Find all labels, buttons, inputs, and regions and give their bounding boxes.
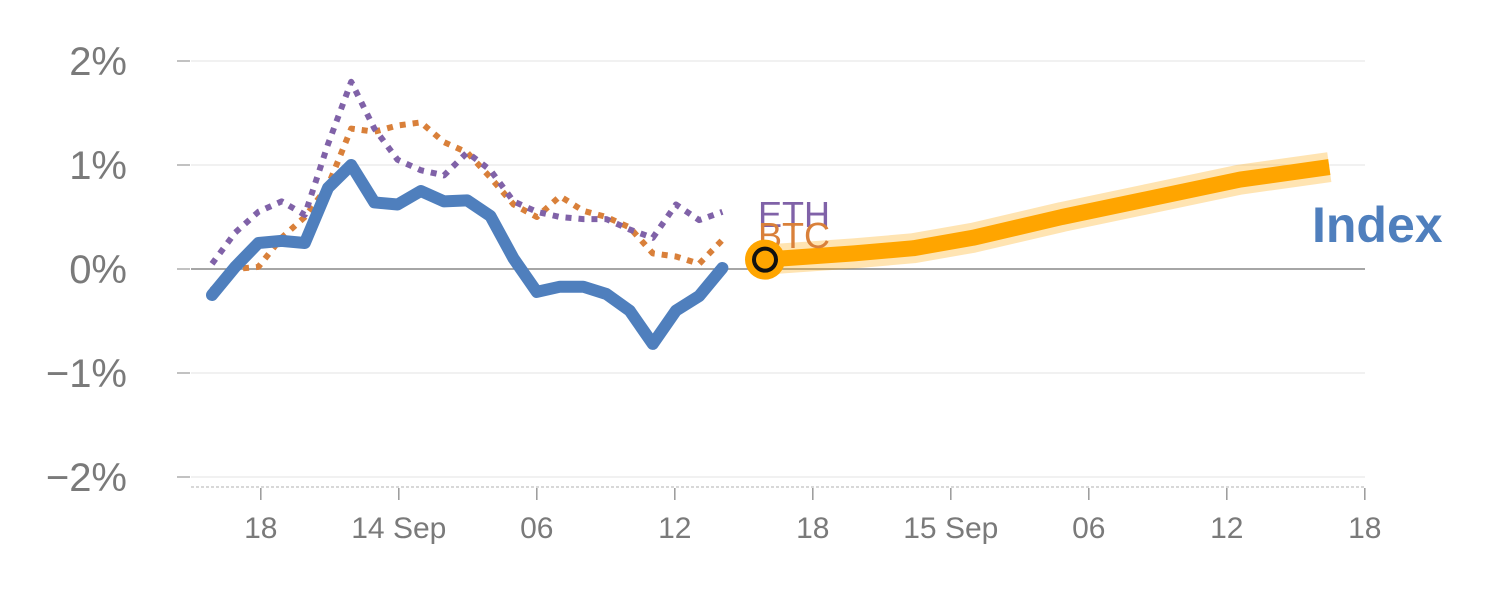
x-tick-label: 06 [520,512,553,545]
y-tick-label: 1% [69,144,127,188]
y-axis: 2% 1% 0% −1% −2% [46,40,190,500]
y-tick-label: −2% [46,456,127,500]
x-tick-label: 12 [1210,512,1243,545]
x-tick-label: 06 [1072,512,1105,545]
index-line [206,159,729,350]
x-tick-label: 18 [1348,512,1381,545]
x-tick-label: 18 [244,512,277,545]
forecast-band [764,159,1331,268]
current-marker [745,239,785,280]
index-series-label: Index [1312,197,1443,253]
eth-series-label: ETH [758,194,830,235]
marker-dot [752,246,778,273]
y-tick-label: 0% [69,248,127,292]
x-tick-label: 15 Sep [903,512,998,545]
x-tick-label: 12 [658,512,691,545]
forecast-layer [763,152,1332,275]
y-tick-label: −1% [46,352,127,396]
x-axis: 18 14 Sep 06 12 18 15 Sep 06 12 18 [191,486,1381,545]
y-tick-label: 2% [69,40,127,84]
series-layer [206,78,729,350]
x-tick-label: 18 [796,512,829,545]
x-tick-label: 14 Sep [351,512,446,545]
